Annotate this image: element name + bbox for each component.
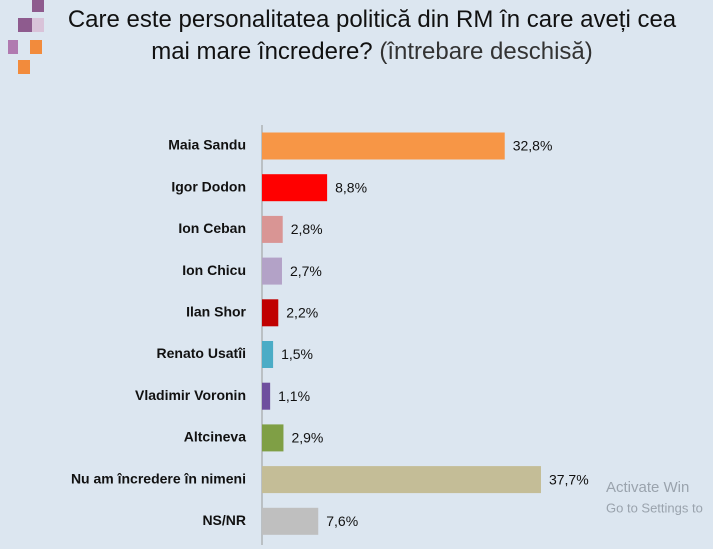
value-label: 2,9%	[291, 430, 323, 446]
category-label: NS/NR	[202, 512, 246, 528]
bar	[262, 299, 279, 327]
category-label: Renato Usatîi	[157, 345, 246, 361]
bar	[262, 132, 505, 160]
chart-title: Care este personalitatea politică din RM…	[67, 6, 677, 65]
value-label: 1,1%	[278, 388, 310, 404]
category-label: Nu am încredere în nimeni	[71, 470, 246, 486]
category-label: Ion Ceban	[178, 220, 246, 236]
bar	[262, 507, 319, 535]
decor	[18, 18, 32, 32]
decor	[30, 40, 42, 54]
bar	[262, 466, 541, 494]
bar	[262, 174, 328, 202]
watermark: Activate Win	[606, 479, 689, 496]
category-label: Altcineva	[184, 429, 246, 445]
bar	[262, 215, 283, 243]
bar	[262, 341, 274, 368]
chart-subtitle: (întrebare deschisă)	[379, 38, 593, 65]
category-label: Maia Sandu	[168, 137, 246, 153]
value-label: 2,8%	[291, 221, 323, 237]
category-label: Igor Dodon	[171, 178, 246, 194]
value-label: 37,7%	[549, 471, 589, 487]
category-label: Vladimir Voronin	[135, 387, 246, 403]
bar	[262, 257, 282, 285]
decor	[8, 40, 18, 54]
value-label: 7,6%	[326, 513, 358, 529]
value-label: 2,7%	[290, 263, 322, 279]
value-label: 8,8%	[335, 179, 367, 195]
chart-title-block: Care este personalitatea politică din RM…	[62, 4, 682, 68]
value-label: 1,5%	[281, 346, 313, 362]
category-label: Ilan Shor	[186, 304, 246, 320]
decor	[32, 0, 44, 12]
decor	[18, 60, 30, 74]
category-label: Ion Chicu	[182, 262, 246, 278]
decor	[32, 18, 44, 32]
value-label: 2,2%	[286, 305, 318, 321]
value-label: 32,8%	[513, 138, 553, 154]
bar	[262, 382, 271, 410]
watermark: Go to Settings to	[606, 500, 703, 515]
bar	[262, 424, 284, 452]
